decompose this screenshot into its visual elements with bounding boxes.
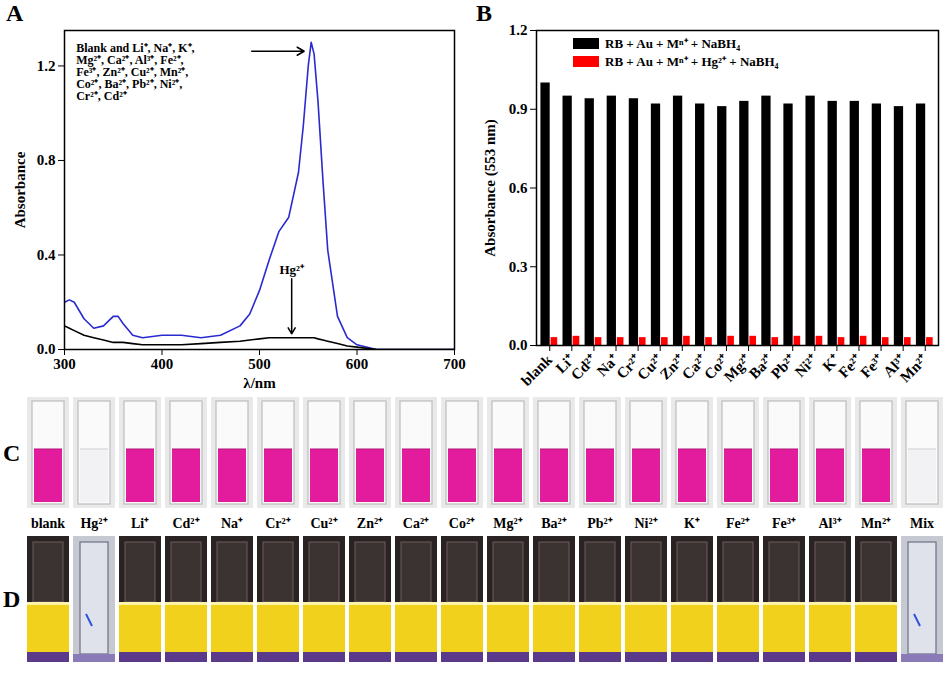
svg-text:Cr²⁺: Cr²⁺	[613, 351, 644, 382]
svg-text:Fe³⁺: Fe³⁺	[857, 351, 887, 381]
svg-text:Pb²⁺: Pb²⁺	[767, 351, 799, 382]
svg-text:Hg²⁺: Hg²⁺	[279, 262, 305, 277]
html-text:RB + Au + Mⁿ⁺ + Hg²⁺ + NaBH₄: RB + Au + Mⁿ⁺ + Hg²⁺ + NaBH₄	[605, 54, 779, 69]
svg-text:Ni²⁺: Ni²⁺	[792, 352, 821, 381]
svg-text:Zn²⁺: Zn²⁺	[357, 516, 383, 531]
svg-text:C: C	[3, 440, 20, 466]
html-text:B: B	[476, 0, 492, 26]
svg-text:0.8: 0.8	[37, 152, 56, 168]
svg-text:K⁺: K⁺	[819, 351, 843, 375]
svg-text:λ/nm: λ/nm	[243, 375, 276, 391]
svg-text:Blank and Li⁺, Na⁺, K⁺,Mg²⁺, C: Blank and Li⁺, Na⁺, K⁺,Mg²⁺, Ca²⁺, Al³⁺,…	[76, 41, 194, 103]
svg-text:600: 600	[346, 356, 369, 372]
svg-text:Zn²⁺: Zn²⁺	[656, 351, 688, 383]
svg-text:Ca²⁺: Ca²⁺	[678, 351, 710, 383]
svg-text:Pb²⁺: Pb²⁺	[587, 516, 613, 531]
svg-text:Na⁺: Na⁺	[221, 516, 243, 531]
svg-text:Ba²⁺: Ba²⁺	[541, 516, 567, 531]
svg-text:Ba²⁺: Ba²⁺	[745, 351, 777, 382]
svg-text:Mix: Mix	[910, 516, 934, 531]
svg-text:0.0: 0.0	[37, 341, 56, 357]
svg-text:0.4: 0.4	[37, 247, 56, 263]
html-text:RB + Au + Mⁿ⁺ + NaBH₄: RB + Au + Mⁿ⁺ + NaBH₄	[605, 36, 740, 51]
svg-text:Fe²⁺: Fe²⁺	[835, 351, 865, 381]
svg-text:0.3: 0.3	[509, 259, 528, 275]
svg-text:K⁺: K⁺	[684, 516, 700, 531]
svg-text:Cd²⁺: Cd²⁺	[172, 516, 199, 531]
svg-text:Co²⁺: Co²⁺	[449, 516, 475, 531]
svg-text:0.9: 0.9	[509, 101, 528, 117]
svg-text:Mg²⁺: Mg²⁺	[720, 351, 755, 385]
svg-text:Fe³⁺: Fe³⁺	[772, 516, 796, 531]
svg-text:Al³⁺: Al³⁺	[880, 351, 909, 381]
svg-text:D: D	[3, 586, 20, 612]
svg-text:Mn²⁺: Mn²⁺	[897, 352, 931, 386]
svg-text:Co²⁺: Co²⁺	[701, 351, 732, 383]
svg-text:Cd²⁺: Cd²⁺	[567, 351, 600, 384]
svg-text:Mg²⁺: Mg²⁺	[493, 516, 522, 531]
svg-text:Cu²⁺: Cu²⁺	[634, 351, 666, 384]
svg-text:1.2: 1.2	[509, 22, 528, 38]
svg-text:Cr²⁺: Cr²⁺	[265, 516, 291, 531]
svg-text:700: 700	[443, 356, 466, 372]
html-text:A: A	[6, 0, 24, 26]
svg-text:Ni²⁺: Ni²⁺	[634, 516, 657, 531]
svg-text:Na⁺: Na⁺	[593, 351, 622, 380]
svg-text:400: 400	[151, 356, 174, 372]
svg-text:Ca²⁺: Ca²⁺	[403, 516, 429, 531]
svg-text:Cu²⁺: Cu²⁺	[310, 516, 337, 531]
svg-text:Li⁺: Li⁺	[131, 516, 149, 531]
svg-text:Hg²⁺: Hg²⁺	[80, 516, 107, 531]
svg-text:blank: blank	[518, 351, 556, 389]
svg-text:Absorbance: Absorbance	[12, 151, 28, 228]
svg-text:Absorbance (553 nm): Absorbance (553 nm)	[482, 119, 499, 257]
svg-text:500: 500	[248, 356, 271, 372]
svg-text:0.6: 0.6	[509, 180, 528, 196]
svg-text:300: 300	[53, 356, 76, 372]
svg-text:Fe²⁺: Fe²⁺	[726, 516, 750, 531]
svg-text:Al³⁺: Al³⁺	[818, 516, 841, 531]
svg-text:Li⁺: Li⁺	[552, 351, 578, 377]
svg-text:Mn²⁺: Mn²⁺	[861, 516, 891, 531]
svg-text:0.0: 0.0	[509, 337, 528, 353]
svg-text:1.2: 1.2	[37, 58, 56, 74]
svg-text:blank: blank	[31, 516, 65, 531]
